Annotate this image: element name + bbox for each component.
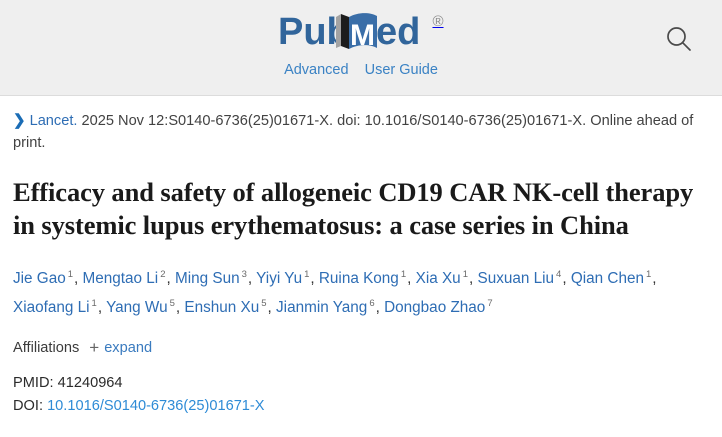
author-affiliation-marker[interactable]: 2: [160, 269, 166, 280]
pubmed-logo-icon: Pub M ed: [278, 11, 420, 53]
pmid-label: PMID:: [13, 375, 54, 392]
svg-text:ed: ed: [376, 11, 420, 53]
author-affiliation-marker[interactable]: 4: [556, 269, 562, 280]
author-separator: ,: [267, 299, 277, 317]
journal-link[interactable]: Lancet.: [29, 113, 78, 129]
chevron-right-icon[interactable]: ❯: [13, 112, 26, 129]
author-separator: ,: [310, 270, 319, 288]
author-affiliation-marker[interactable]: 1: [400, 269, 407, 280]
author-separator: ,: [97, 299, 107, 317]
citation-line: ❯ Lancet. 2025 Nov 12:S0140-6736(25)01671…: [13, 110, 709, 154]
author-affiliation-marker[interactable]: 1: [67, 269, 74, 280]
affiliations-label: Affiliations: [13, 339, 80, 356]
author-separator: ,: [74, 270, 83, 288]
pmid-line: PMID: 41240964: [13, 372, 709, 395]
author-list: Jie Gao 1, Mengtao Li 2, Ming Sun 3, Yiyi Y…: [13, 262, 709, 320]
search-icon: [667, 27, 691, 51]
identifiers: PMID: 41240964 DOI: 10.1016/S0140-6736(2…: [13, 372, 709, 418]
author-affiliation-marker[interactable]: 5: [261, 298, 267, 310]
pubmed-logo[interactable]: Pub M ed ®: [278, 8, 443, 56]
expand-label: expand: [104, 339, 153, 356]
site-header: Pub M ed ® Advanced User Guide: [0, 0, 722, 96]
author-separator: ,: [166, 270, 175, 288]
author-link[interactable]: Jie Gao: [13, 270, 66, 288]
header-links: Advanced User Guide: [0, 62, 722, 78]
title-line-2: in systemic lupus erythematosus: a case …: [13, 210, 629, 240]
doi-label: DOI:: [13, 398, 43, 415]
author-affiliation-marker[interactable]: 1: [645, 269, 652, 280]
author-affiliation-marker[interactable]: 6: [369, 298, 375, 310]
pmid-value: 41240964: [57, 375, 123, 392]
registered-trademark-symbol: ®: [432, 13, 444, 30]
author-separator: ,: [562, 270, 571, 288]
article-content: ❯ Lancet. 2025 Nov 12:S0140-6736(25)01671…: [0, 110, 722, 418]
author-link[interactable]: Qian Chen: [570, 270, 644, 288]
author-link[interactable]: Jianmin Yang: [276, 299, 368, 317]
author-affiliation-marker[interactable]: 1: [304, 269, 310, 280]
author-affiliation-marker[interactable]: 1: [91, 298, 97, 310]
doi-link[interactable]: 10.1016/S0140-6736(25)01671-X: [47, 398, 265, 415]
advanced-link[interactable]: Advanced: [284, 62, 349, 78]
author-affiliation-marker[interactable]: 5: [169, 298, 175, 310]
page-title: Efficacy and safety of allogeneic CD19 C…: [13, 176, 709, 242]
author-separator: ,: [175, 299, 185, 317]
search-button[interactable]: [658, 18, 700, 60]
author-link[interactable]: Xia Xu: [415, 270, 461, 288]
author-separator: ,: [652, 270, 657, 288]
author-link[interactable]: Xiaofang Li: [13, 299, 90, 317]
affiliations-row: Affiliations + expand: [13, 339, 709, 356]
author-link[interactable]: Enshun Xu: [184, 299, 260, 317]
author-link[interactable]: Ruina Kong: [318, 270, 399, 288]
author-link[interactable]: Dongbao Zhao: [384, 299, 486, 317]
author-separator: ,: [469, 270, 478, 288]
author-separator: ,: [375, 299, 385, 317]
author-link[interactable]: Ming Sun: [175, 270, 240, 288]
plus-icon: +: [89, 338, 100, 358]
user-guide-link[interactable]: User Guide: [364, 62, 438, 78]
author-affiliation-marker[interactable]: 1: [462, 269, 468, 280]
author-affiliation-marker[interactable]: 7: [487, 298, 493, 310]
citation-details: 2025 Nov 12:S0140-6736(25)01671-X. doi: …: [77, 113, 587, 129]
author-link[interactable]: Yiyi Yu: [256, 270, 303, 288]
expand-affiliations-button[interactable]: + expand: [89, 339, 152, 356]
brand-block: Pub M ed ® Advanced User Guide: [0, 8, 722, 78]
author-link[interactable]: Mengtao Li: [82, 270, 159, 288]
author-link[interactable]: Yang Wu: [106, 299, 168, 317]
author-link[interactable]: Suxuan Liu: [477, 270, 555, 288]
author-separator: ,: [247, 270, 257, 288]
author-separator: ,: [407, 270, 416, 288]
citation-status: Online ahead of print.: [13, 113, 694, 151]
title-line-1: Efficacy and safety of allogeneic CD19 C…: [13, 177, 694, 207]
author-affiliation-marker[interactable]: 3: [241, 269, 247, 280]
svg-text:M: M: [350, 19, 375, 52]
doi-line: DOI: 10.1016/S0140-6736(25)01671-X: [13, 395, 709, 418]
